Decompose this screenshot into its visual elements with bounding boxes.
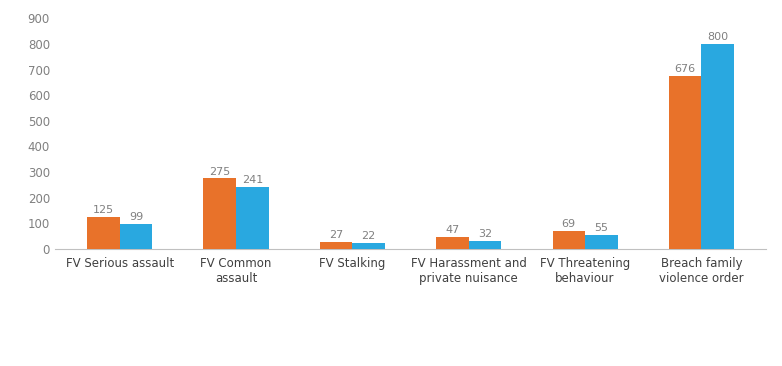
Text: 47: 47	[445, 225, 460, 235]
Text: 69: 69	[561, 219, 576, 229]
Bar	[203, 178, 236, 249]
Text: 32: 32	[478, 229, 492, 239]
Text: 22: 22	[361, 231, 376, 242]
Bar	[436, 237, 468, 249]
Bar	[353, 243, 385, 249]
Bar	[585, 235, 618, 249]
Bar	[669, 76, 701, 249]
Bar	[701, 44, 734, 249]
Text: 676: 676	[675, 64, 696, 74]
Text: 55: 55	[594, 223, 608, 233]
Text: 241: 241	[242, 175, 263, 185]
Bar	[236, 187, 268, 249]
Bar	[553, 231, 585, 249]
Bar	[120, 224, 152, 249]
Text: 99: 99	[129, 212, 143, 222]
Text: 125: 125	[93, 205, 114, 215]
Bar	[87, 217, 120, 249]
Text: 800: 800	[707, 32, 728, 42]
Bar	[320, 242, 353, 249]
Text: 27: 27	[329, 230, 343, 240]
Bar	[468, 241, 501, 249]
Text: 275: 275	[209, 167, 231, 177]
